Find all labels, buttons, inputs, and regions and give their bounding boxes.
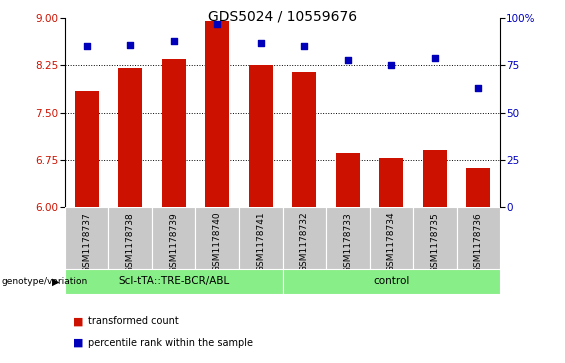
Bar [239,207,282,269]
Text: GSM1178741: GSM1178741 [257,212,265,273]
Text: percentile rank within the sample: percentile rank within the sample [88,338,253,348]
Bar [292,72,316,207]
Bar [423,150,447,207]
Bar [466,168,490,207]
Text: GDS5024 / 10559676: GDS5024 / 10559676 [208,9,357,23]
Text: genotype/variation: genotype/variation [1,277,88,286]
Text: GSM1178739: GSM1178739 [170,212,178,273]
Text: GSM1178736: GSM1178736 [474,212,483,273]
Text: GSM1178737: GSM1178737 [82,212,91,273]
Bar [326,207,370,269]
Bar [413,207,457,269]
Bar [65,269,282,294]
Text: transformed count: transformed count [88,316,179,326]
Text: GSM1178735: GSM1178735 [431,212,439,273]
Point [473,85,483,91]
Bar [282,207,326,269]
Text: GSM1178732: GSM1178732 [300,212,308,273]
Text: GSM1178740: GSM1178740 [213,212,221,273]
Point [343,57,352,62]
Bar [75,90,99,207]
Bar [370,207,413,269]
Bar [162,59,186,207]
Bar [205,21,229,207]
Bar [195,207,239,269]
Point [386,62,396,68]
Text: ▶: ▶ [51,276,59,286]
Bar [249,65,273,207]
Bar [118,69,142,207]
Text: GSM1178733: GSM1178733 [344,212,352,273]
Point [82,44,92,49]
Bar [457,207,500,269]
Point [169,38,178,44]
Point [256,40,265,46]
Text: control: control [373,276,410,286]
Point [212,21,221,27]
Text: GSM1178738: GSM1178738 [126,212,134,273]
Point [430,55,439,61]
Bar [108,207,152,269]
Point [125,42,134,48]
Bar [65,207,108,269]
Text: GSM1178734: GSM1178734 [387,212,396,273]
Bar [152,207,195,269]
Text: ■: ■ [73,316,84,326]
Text: ■: ■ [73,338,84,348]
Bar [379,158,403,207]
Bar [336,154,360,207]
Point [299,44,308,49]
Bar [282,269,500,294]
Text: Scl-tTA::TRE-BCR/ABL: Scl-tTA::TRE-BCR/ABL [118,276,229,286]
